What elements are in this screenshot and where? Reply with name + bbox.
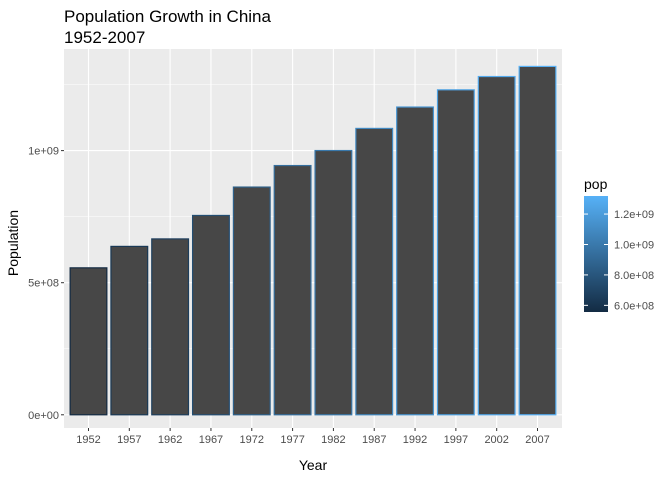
legend-label: 1.2e+09	[614, 209, 654, 221]
x-tick-label: 1957	[117, 434, 141, 446]
legend-label: 8.0e+08	[614, 270, 654, 282]
bar-2002	[477, 75, 516, 416]
bar-1952	[69, 267, 108, 416]
bar-1967	[191, 214, 230, 416]
legend-label: 1.0e+09	[614, 239, 654, 251]
y-tick-label: 1e+09	[28, 146, 59, 158]
bar-1972	[232, 186, 271, 416]
x-tick-label: 1962	[158, 434, 182, 446]
bar-1992	[396, 106, 435, 416]
y-axis: 0e+00 5e+08 1e+09	[28, 146, 64, 422]
legend-colorbar	[584, 196, 608, 312]
bar-1987	[355, 127, 394, 416]
legend-ticks: 6.0e+08 8.0e+08 1.0e+09 1.2e+09	[584, 209, 654, 312]
bar-2007	[518, 65, 557, 416]
legend: pop 6.0e+08 8.0e+08 1.0e+09 1.2e+09	[584, 176, 654, 312]
x-tick-label: 1967	[199, 434, 223, 446]
bar-1957	[110, 245, 149, 416]
y-axis-title: Population	[5, 210, 21, 276]
bar-1962	[151, 238, 190, 416]
x-tick-label: 1997	[444, 434, 468, 446]
x-tick-label: 2002	[484, 434, 508, 446]
chart-title: Population Growth in China	[64, 7, 272, 26]
x-tick-label: 1982	[321, 434, 345, 446]
y-tick-label: 5e+08	[28, 278, 59, 290]
y-tick-label: 0e+00	[28, 410, 59, 422]
bar-1977	[273, 164, 312, 416]
x-tick-label: 1992	[403, 434, 427, 446]
chart-subtitle: 1952-2007	[64, 28, 145, 47]
bar-1997	[436, 89, 475, 416]
legend-title: pop	[584, 176, 608, 192]
x-tick-label: 2007	[525, 434, 549, 446]
bar-1982	[314, 149, 353, 416]
bars	[69, 65, 557, 416]
legend-label: 6.0e+08	[614, 300, 654, 312]
x-tick-label: 1972	[240, 434, 264, 446]
x-tick-label: 1977	[280, 434, 304, 446]
x-axis-title: Year	[299, 457, 328, 473]
x-axis: 1952 1957 1962 1967 1972 1977 1982 1987 1992 1997…	[76, 428, 550, 446]
x-tick-label: 1987	[362, 434, 386, 446]
x-tick-label: 1952	[76, 434, 100, 446]
